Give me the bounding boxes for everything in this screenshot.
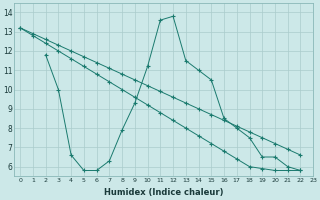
X-axis label: Humidex (Indice chaleur): Humidex (Indice chaleur): [104, 188, 223, 197]
